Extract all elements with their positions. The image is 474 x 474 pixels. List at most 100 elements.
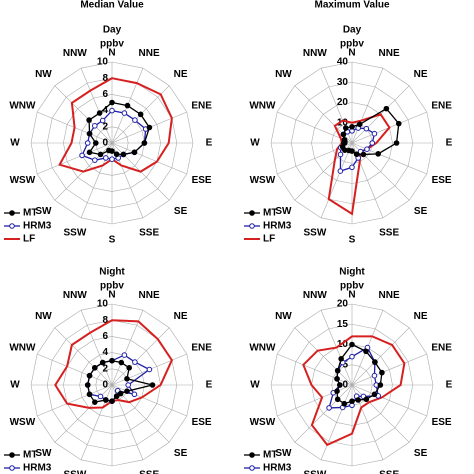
- spoke: [351, 384, 427, 417]
- direction-label: N: [348, 48, 355, 59]
- point: [132, 359, 138, 365]
- series-line: [327, 113, 391, 216]
- point: [395, 120, 402, 127]
- point: [86, 149, 93, 156]
- chart-title: Median Value: [80, 0, 144, 11]
- point: [338, 356, 344, 362]
- spoke: [294, 327, 353, 386]
- chart-title: Maximum Value: [314, 0, 389, 11]
- point: [84, 140, 91, 146]
- axis-label: ppbv: [340, 281, 364, 292]
- direction-label: NW: [275, 311, 292, 322]
- point: [137, 111, 144, 118]
- r-tick-label: 0: [102, 138, 108, 149]
- point: [103, 397, 109, 403]
- direction-label: SSW: [63, 227, 86, 238]
- point: [341, 137, 348, 143]
- direction-label: W: [10, 138, 20, 149]
- direction-label: NNE: [139, 48, 160, 59]
- point: [109, 107, 115, 114]
- spoke: [54, 85, 113, 144]
- direction-label: SW: [35, 448, 52, 459]
- legend-label: MT: [263, 208, 277, 219]
- direction-label: NE: [414, 311, 428, 322]
- point: [103, 155, 109, 161]
- point: [343, 125, 349, 131]
- spoke: [320, 142, 353, 218]
- direction-label: NNW: [303, 48, 327, 59]
- point: [371, 372, 378, 379]
- legend-label: HRM3: [23, 463, 52, 474]
- point: [121, 352, 128, 358]
- axis-label: ppbv: [340, 39, 364, 50]
- point: [124, 102, 131, 109]
- r-tick-label: 10: [97, 299, 109, 310]
- spoke: [80, 310, 113, 386]
- spoke: [351, 327, 410, 386]
- direction-label: SSW: [303, 227, 326, 238]
- legend-label: MT: [23, 450, 37, 461]
- point: [341, 400, 348, 407]
- spoke: [111, 142, 187, 175]
- point: [369, 140, 376, 146]
- legend-marker: [249, 210, 255, 216]
- direction-label: NE: [174, 311, 188, 322]
- point: [99, 359, 106, 366]
- direction-label: SE: [174, 206, 188, 217]
- direction-label: WNW: [249, 101, 276, 112]
- direction-label: SE: [174, 448, 188, 459]
- point: [131, 149, 138, 156]
- point: [126, 365, 132, 371]
- point: [97, 393, 104, 400]
- legend-marker: [9, 210, 15, 216]
- spoke: [294, 384, 353, 443]
- point: [141, 140, 148, 146]
- point: [124, 376, 130, 382]
- point: [334, 396, 341, 403]
- spoke: [37, 142, 113, 175]
- point: [371, 391, 378, 398]
- direction-label: NNE: [139, 290, 160, 301]
- point: [349, 353, 355, 360]
- legend-label: LF: [23, 234, 35, 245]
- direction-label: SE: [414, 206, 428, 217]
- direction-label: E: [446, 380, 453, 391]
- point: [86, 130, 93, 137]
- point: [146, 124, 153, 131]
- direction-label: NNE: [379, 290, 400, 301]
- r-tick-label: 10: [337, 339, 349, 350]
- point: [337, 382, 343, 388]
- direction-label: ENE: [431, 101, 452, 112]
- point: [149, 382, 156, 388]
- point: [92, 157, 98, 163]
- spoke: [111, 327, 170, 386]
- direction-label: SSE: [379, 469, 399, 474]
- direction-label: W: [250, 380, 260, 391]
- r-tick-label: 2: [102, 121, 108, 132]
- r-tick-label: 8: [102, 73, 108, 84]
- direction-label: W: [250, 138, 260, 149]
- point: [86, 372, 93, 379]
- point: [349, 164, 355, 171]
- direction-label: N: [348, 290, 355, 301]
- point: [364, 146, 370, 152]
- point: [375, 151, 381, 157]
- point: [118, 359, 125, 366]
- direction-label: WSW: [250, 417, 276, 428]
- r-tick-label: 10: [97, 57, 109, 68]
- point: [124, 388, 130, 394]
- spoke: [320, 384, 353, 460]
- direction-label: SSE: [139, 227, 159, 238]
- direction-label: WNW: [249, 343, 276, 354]
- point: [109, 99, 115, 106]
- point: [92, 123, 98, 129]
- direction-label: NNW: [63, 290, 87, 301]
- direction-label: WSW: [250, 175, 276, 186]
- subtitle: Night: [99, 267, 125, 278]
- legend-label: MT: [23, 208, 37, 219]
- point: [93, 140, 99, 146]
- point: [360, 151, 367, 158]
- legend-label: MT: [263, 450, 277, 461]
- point: [86, 117, 92, 123]
- legend-marker: [9, 452, 15, 458]
